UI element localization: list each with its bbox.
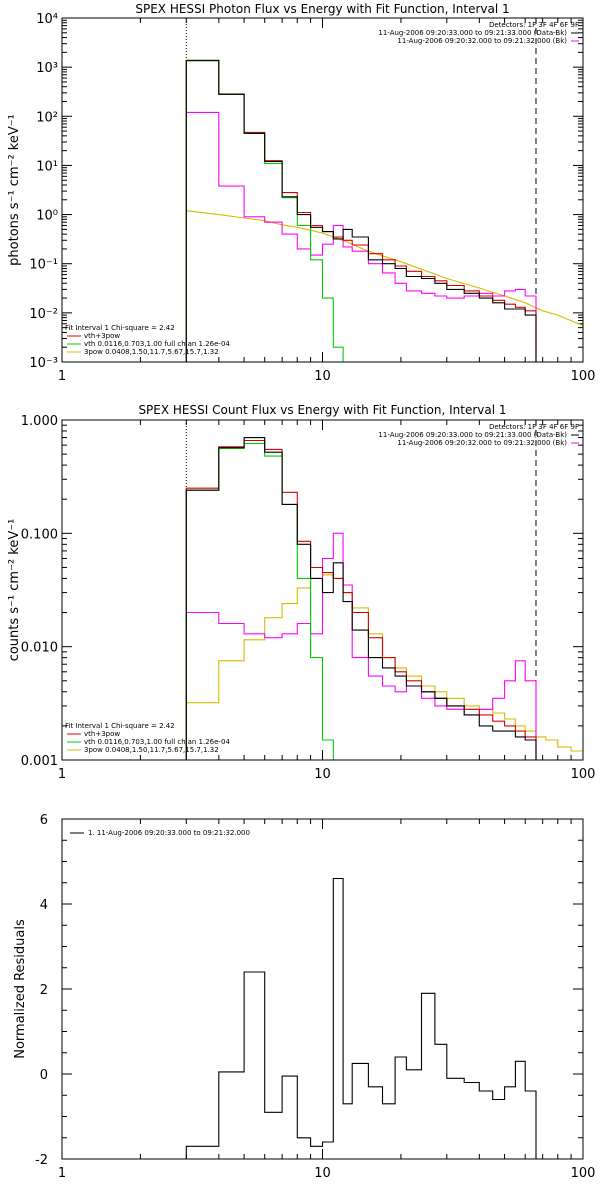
- plot-frame: [61, 17, 584, 363]
- legend-entry: Detectors: 1F 3F 4F 6F 9F: [489, 423, 579, 431]
- y-tick-label: -2: [35, 1153, 48, 1168]
- x-tick-label: 10: [314, 369, 331, 384]
- series-line-thermal: [185, 442, 344, 760]
- y-tick-label: 10⁰: [36, 209, 58, 224]
- x-tick-label: 1: [58, 369, 66, 384]
- series-line-data: [185, 877, 537, 1159]
- chart-title: SPEX HESSI Photon Flux vs Energy with Fi…: [135, 2, 509, 16]
- x-axis-ticks: 1 10 100: [58, 819, 596, 1181]
- x-tick-label: 10: [314, 1166, 331, 1181]
- y-tick-label: 0: [40, 1068, 48, 1083]
- chart-panel-3: Normalized Residuals 1 10 100 -2 0 2 4 6 1. 11-Au…: [13, 813, 595, 1181]
- y-tick-label: 10⁻¹: [29, 258, 58, 273]
- chart-panel-2: SPEX HESSI Count Flux vs Energy with Fit…: [7, 403, 595, 782]
- legend-entry: vth+3pow: [84, 332, 120, 340]
- fit-legend: Fit Interval 1 Chi-square = 2.42vth+3pow…: [65, 324, 230, 356]
- legend-entry: Fit Interval 1 Chi-square = 2.42: [65, 324, 175, 332]
- x-axis-ticks: 1 10 100: [58, 420, 596, 782]
- chart-panel-1: SPEX HESSI Photon Flux vs Energy with Fi…: [7, 2, 595, 384]
- x-tick-label: 10: [314, 767, 331, 782]
- y-tick-label: 0.010: [21, 641, 58, 656]
- y-tick-label: 0.001: [21, 754, 58, 769]
- y-tick-label: 0.100: [21, 527, 58, 542]
- legend-entry: vth 0.0116,0.703,1.00 full chian 1.26e-0…: [84, 340, 230, 348]
- y-tick-label: 10¹: [36, 159, 58, 174]
- y-tick-label: 10⁻²: [29, 307, 58, 322]
- y-tick-label: 10⁴: [36, 12, 58, 27]
- series-line-power: [186, 210, 583, 327]
- legend-entry: 11-Aug-2006 09:20:32.000 to 09:21:32.000…: [397, 37, 567, 45]
- x-tick-label: 1: [58, 767, 66, 782]
- x-tick-label: 100: [571, 767, 596, 782]
- x-tick-label: 100: [571, 1166, 596, 1181]
- fit-legend: Fit Interval 1 Chi-square = 2.42vth+3pow…: [65, 722, 230, 754]
- y-axis-ticks: -2 0 2 4 6: [35, 813, 583, 1168]
- y-axis-ticks: 0.001 0.010 0.100 1.000: [21, 414, 583, 769]
- legend-entry: Detectors: 1F 3F 4F 6F 9F: [489, 21, 579, 29]
- y-tick-label: 10³: [36, 61, 58, 76]
- series-line-thermal: [185, 59, 344, 362]
- y-axis-label: photons s⁻¹ cm⁻² keV⁻¹: [7, 114, 22, 266]
- legend-entry: 3pow 0.0408,1.50,11.7,5.67,15.7,1.32: [84, 348, 219, 356]
- y-axis-label: Normalized Residuals: [13, 919, 28, 1059]
- legend-entry: 3pow 0.0408,1.50,11.7,5.67,15.7,1.32: [84, 746, 219, 754]
- legend-entry: 11-Aug-2006 09:20:32.000 to 09:21:32.000…: [397, 439, 567, 447]
- y-tick-label: 1.000: [21, 414, 58, 429]
- x-tick-label: 100: [571, 369, 596, 384]
- y-tick-label: 10⁻³: [29, 356, 58, 371]
- y-axis-label: counts s⁻¹ cm⁻² keV⁻¹: [7, 519, 22, 662]
- chart-title: SPEX HESSI Count Flux vs Energy with Fit…: [138, 403, 506, 417]
- series-line-data: [185, 437, 537, 760]
- legend-entry: Fit Interval 1 Chi-square = 2.42: [65, 722, 175, 730]
- legend-entry: vth 0.0116,0.703,1.00 full chian 1.26e-0…: [84, 738, 230, 746]
- series-line-data: [185, 60, 537, 362]
- y-tick-label: 6: [40, 813, 48, 828]
- y-tick-label: 10²: [36, 110, 58, 125]
- legend-entry: 1. 11-Aug-2006 09:20:33.000 to 09:21:32.…: [88, 829, 250, 837]
- y-tick-label: 4: [40, 898, 48, 913]
- legend-entry: 11-Aug-2006 09:20:33.000 to 09:21:33.000…: [378, 431, 567, 439]
- y-tick-label: 2: [40, 983, 48, 998]
- legend-entry: 11-Aug-2006 09:20:33.000 to 09:21:33.000…: [378, 29, 567, 37]
- series-line-background: [185, 532, 537, 760]
- y-axis-ticks: 10⁻³ 10⁻² 10⁻¹ 10⁰ 10¹ 10² 10³ 10⁴: [29, 12, 583, 371]
- series-line-total: [185, 439, 537, 760]
- upper-legend: 1. 11-Aug-2006 09:20:33.000 to 09:21:32.…: [70, 829, 250, 837]
- legend-entry: vth+3pow: [84, 730, 120, 738]
- plot-frame: [61, 818, 584, 1160]
- series-line-total: [185, 59, 537, 362]
- plot-frame: [61, 419, 584, 761]
- x-tick-label: 1: [58, 1166, 66, 1181]
